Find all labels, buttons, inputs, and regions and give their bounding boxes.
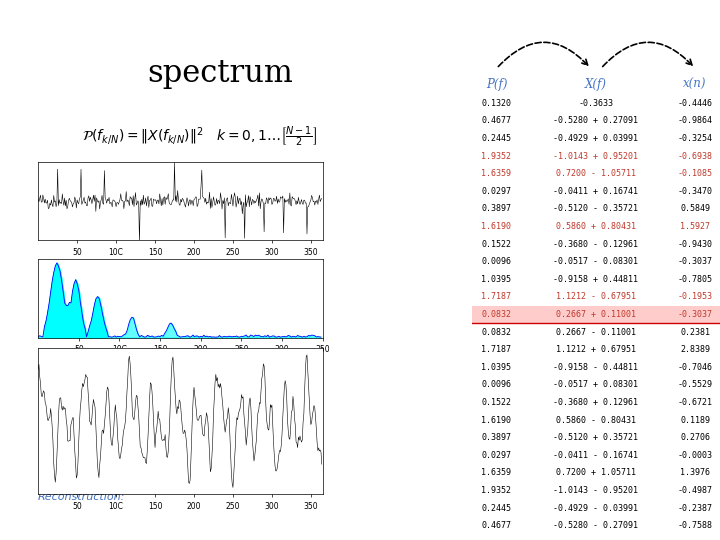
Text: 0.7200 + 1.05711: 0.7200 + 1.05711 — [556, 469, 636, 477]
Text: 1.3976: 1.3976 — [680, 469, 710, 477]
Text: -0.0411 - 0.16741: -0.0411 - 0.16741 — [553, 451, 639, 460]
Text: -0.9158 - 0.44811: -0.9158 - 0.44811 — [553, 363, 639, 372]
Text: -0.0517 + 0.08301: -0.0517 + 0.08301 — [553, 381, 639, 389]
Text: 1.7187: 1.7187 — [482, 345, 511, 354]
Text: -0.5280 - 0.27091: -0.5280 - 0.27091 — [553, 521, 639, 530]
Text: 0.1522: 0.1522 — [482, 240, 511, 248]
Text: -0.4446: -0.4446 — [678, 99, 713, 108]
Text: 0.4677: 0.4677 — [482, 521, 511, 530]
Text: -0.4929 + 0.03991: -0.4929 + 0.03991 — [553, 134, 639, 143]
Text: X(f): X(f) — [585, 78, 607, 91]
Text: 1.1212 - 0.67951: 1.1212 - 0.67951 — [556, 293, 636, 301]
Text: 0.0096: 0.0096 — [482, 381, 511, 389]
Text: -0.6938: -0.6938 — [678, 152, 713, 160]
Text: -0.4929 - 0.03991: -0.4929 - 0.03991 — [553, 504, 639, 512]
Text: 0.3897: 0.3897 — [482, 433, 511, 442]
Text: -0.1953: -0.1953 — [678, 293, 713, 301]
Text: 2.8389: 2.8389 — [680, 345, 710, 354]
Text: 0.2445: 0.2445 — [482, 504, 511, 512]
Text: $\mathcal{P}(f_{k/N}) = \|X(f_{k/N})\|^2 \quad k = 0, 1 \ldots \left[\frac{N-1}{: $\mathcal{P}(f_{k/N}) = \|X(f_{k/N})\|^2… — [82, 124, 318, 148]
Text: -0.5529: -0.5529 — [678, 381, 713, 389]
Text: 1.9352: 1.9352 — [482, 152, 511, 160]
Text: 0.5860 - 0.80431: 0.5860 - 0.80431 — [556, 416, 636, 424]
Text: 0.1320: 0.1320 — [482, 99, 511, 108]
Text: -0.3680 - 0.12961: -0.3680 - 0.12961 — [553, 240, 639, 248]
Text: 0.0297: 0.0297 — [482, 187, 511, 196]
Text: -0.9864: -0.9864 — [678, 117, 713, 125]
Text: 0.0096: 0.0096 — [482, 257, 511, 266]
Text: spectrum: spectrum — [147, 58, 293, 89]
Text: 1.9352: 1.9352 — [482, 486, 511, 495]
Text: x(n): x(n) — [683, 78, 707, 91]
Text: -0.6721: -0.6721 — [678, 398, 713, 407]
Bar — [472, 306, 720, 323]
Text: -0.7046: -0.7046 — [678, 363, 713, 372]
Text: 0.2667 - 0.11001: 0.2667 - 0.11001 — [556, 328, 636, 336]
Text: 1.6190: 1.6190 — [482, 416, 511, 424]
Text: -0.0517 - 0.08301: -0.0517 - 0.08301 — [553, 257, 639, 266]
Text: -0.3254: -0.3254 — [678, 134, 713, 143]
Text: -0.5120 - 0.35721: -0.5120 - 0.35721 — [553, 205, 639, 213]
Text: 0.0297: 0.0297 — [482, 451, 511, 460]
Text: 0.2445: 0.2445 — [482, 134, 511, 143]
Text: -0.0003: -0.0003 — [678, 451, 713, 460]
Text: 1.0395: 1.0395 — [482, 275, 511, 284]
Text: -0.7805: -0.7805 — [678, 275, 713, 284]
Text: 0.4677: 0.4677 — [482, 117, 511, 125]
Text: 0.0832: 0.0832 — [482, 310, 511, 319]
Text: 0.5849: 0.5849 — [680, 205, 710, 213]
Text: 1.0395: 1.0395 — [482, 363, 511, 372]
Text: -0.5120 + 0.35721: -0.5120 + 0.35721 — [553, 433, 639, 442]
Text: 0.3897: 0.3897 — [482, 205, 511, 213]
Text: 0.5860 + 0.80431: 0.5860 + 0.80431 — [556, 222, 636, 231]
Text: -0.1085: -0.1085 — [678, 169, 713, 178]
Text: (10): (10) — [679, 8, 711, 22]
Text: -0.5280 + 0.27091: -0.5280 + 0.27091 — [553, 117, 639, 125]
Text: -0.3037: -0.3037 — [678, 257, 713, 266]
Text: 0.1522: 0.1522 — [482, 398, 511, 407]
Text: -0.4987: -0.4987 — [678, 486, 713, 495]
Text: -0.0411 + 0.16741: -0.0411 + 0.16741 — [553, 187, 639, 196]
Text: Sequence:: Sequence: — [38, 222, 96, 232]
Text: -0.7588: -0.7588 — [678, 521, 713, 530]
Text: -1.0143 - 0.95201: -1.0143 - 0.95201 — [553, 486, 639, 495]
Text: 0.7200 - 1.05711: 0.7200 - 1.05711 — [556, 169, 636, 178]
Text: -0.2387: -0.2387 — [678, 504, 713, 512]
Text: 1.6359: 1.6359 — [482, 469, 511, 477]
Text: -0.3037: -0.3037 — [678, 310, 713, 319]
Text: 1.7187: 1.7187 — [482, 293, 511, 301]
Text: Reconstruction:: Reconstruction: — [38, 492, 125, 502]
Text: 0.2381: 0.2381 — [680, 328, 710, 336]
Text: 1.6359: 1.6359 — [482, 169, 511, 178]
Text: -1.0143 + 0.95201: -1.0143 + 0.95201 — [553, 152, 639, 160]
Text: 0.0832: 0.0832 — [482, 328, 511, 336]
Text: 0.2706: 0.2706 — [680, 433, 710, 442]
Text: P(f): P(f) — [486, 78, 507, 91]
Text: -0.3680 + 0.12961: -0.3680 + 0.12961 — [553, 398, 639, 407]
Text: 0.2667 + 0.11001: 0.2667 + 0.11001 — [556, 310, 636, 319]
Text: 1.1212 + 0.67951: 1.1212 + 0.67951 — [556, 345, 636, 354]
Text: Periodogram:: Periodogram: — [38, 359, 113, 369]
Text: 1.5927: 1.5927 — [680, 222, 710, 231]
Text: -0.9430: -0.9430 — [678, 240, 713, 248]
Text: 1.6190: 1.6190 — [482, 222, 511, 231]
Text: -0.3633: -0.3633 — [578, 99, 613, 108]
Text: -0.9158 + 0.44811: -0.9158 + 0.44811 — [553, 275, 639, 284]
Text: 0.1189: 0.1189 — [680, 416, 710, 424]
Text: -0.3470: -0.3470 — [678, 187, 713, 196]
